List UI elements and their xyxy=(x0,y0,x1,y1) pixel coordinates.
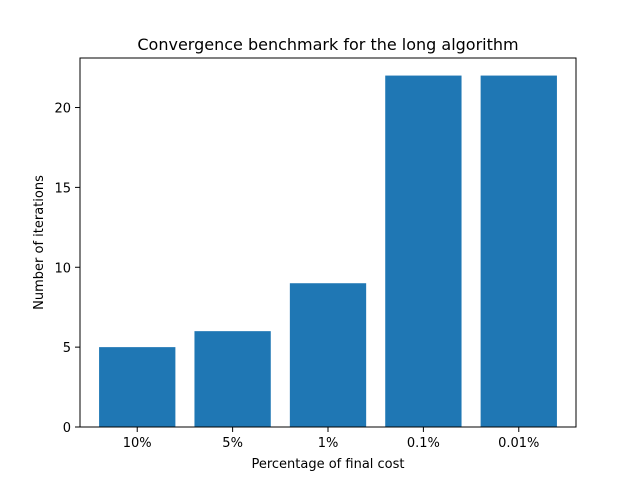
bar-3 xyxy=(385,75,462,427)
x-axis-label: Percentage of final cost xyxy=(251,457,404,472)
bars-group xyxy=(99,75,557,427)
chart-title: Convergence benchmark for the long algor… xyxy=(137,35,518,54)
bar-1 xyxy=(194,331,271,427)
y-tick-label: 10 xyxy=(54,261,71,276)
x-tick-label: 0.01% xyxy=(498,436,539,451)
x-tick-label: 10% xyxy=(123,436,152,451)
bar-4 xyxy=(480,75,557,427)
x-tick-label: 1% xyxy=(318,436,339,451)
x-axis-ticks: 10% 5% 1% 0.1% 0.01% xyxy=(123,427,539,451)
y-tick-label: 5 xyxy=(63,341,71,356)
x-tick-label: 5% xyxy=(222,436,243,451)
y-tick-label: 0 xyxy=(63,421,71,436)
bar-0 xyxy=(99,347,176,427)
y-axis-ticks: 0 5 10 15 20 xyxy=(54,102,80,436)
x-tick-label: 0.1% xyxy=(407,436,440,451)
y-axis-label: Number of iterations xyxy=(32,175,47,310)
y-tick-label: 15 xyxy=(54,181,71,196)
plot-frame xyxy=(79,57,577,428)
bar-2 xyxy=(289,283,367,427)
y-tick-label: 20 xyxy=(54,102,71,117)
